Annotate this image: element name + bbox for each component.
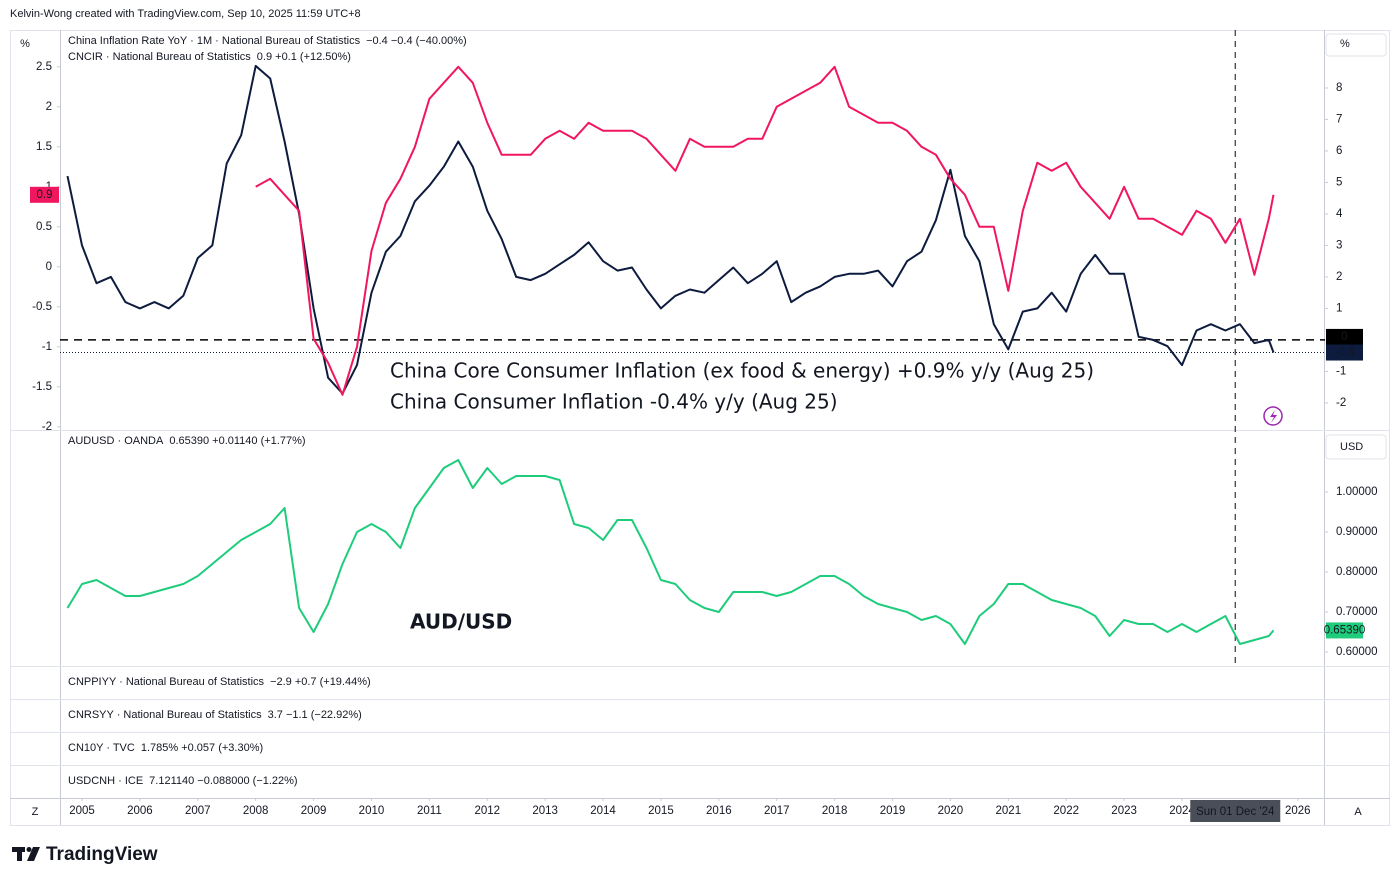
alert-icon[interactable] [1263, 406, 1283, 426]
x-tick-label: 2018 [822, 805, 848, 817]
price-badge-label: 0.65390 [1324, 624, 1366, 636]
x-tick-label: 2020 [938, 805, 964, 817]
y-tick-label: -2 [42, 421, 52, 433]
y-tick-label: 0.70000 [1336, 606, 1378, 618]
alert-icon-bolt [1270, 410, 1277, 423]
x-tick-label: 2024 [1169, 805, 1195, 817]
y-tick-label: -1 [1336, 365, 1346, 377]
logo-text: TradingView [46, 844, 158, 865]
price-badge-label: 0 [1341, 331, 1347, 343]
credit: Kelvin-Wong created with TradingView.com… [10, 8, 361, 20]
y-tick-label: 2 [46, 101, 52, 113]
legend-stats: −0.4 −0.4 (−40.00%) [366, 35, 467, 47]
axis-unit: % [20, 38, 30, 50]
price-badge [1326, 328, 1363, 345]
x-tick-label: 2010 [359, 805, 385, 817]
y-tick-label: 0 [46, 261, 52, 273]
y-tick-label: 0.90000 [1336, 526, 1378, 538]
x-tick-label: 2007 [185, 805, 211, 817]
series-line [255, 65, 1275, 396]
zoom-button[interactable]: Z [32, 806, 39, 818]
series-line [66, 64, 1275, 395]
y-tick-label: 0.80000 [1336, 566, 1378, 578]
frame [10, 30, 1390, 826]
price-badge [30, 186, 59, 203]
series-line [66, 459, 1275, 645]
x-tick-label: 2021 [996, 805, 1022, 817]
indicator-stats: 3.7 −1.1 (−22.92%) [268, 709, 362, 721]
legend-name: AUDUSD · OANDA [68, 435, 164, 447]
price-badge-label: -0.4 [1335, 347, 1355, 359]
y-tick-label: -1 [42, 341, 52, 353]
logo-icon [12, 847, 40, 861]
x-tick-label: 2013 [532, 805, 558, 817]
indicator-stats: 7.121140 −0.088000 (−1.22%) [149, 775, 297, 787]
price-badge [1326, 622, 1363, 639]
indicator-stats: −2.9 +0.7 (+19.44%) [270, 676, 371, 688]
indicator-name: CNPPIYY · National Bureau of Statistics [68, 676, 265, 688]
x-tick-label: 2012 [474, 805, 500, 817]
x-tick-label: 2016 [706, 805, 732, 817]
y-tick-label: 3 [1336, 239, 1342, 251]
y-tick-label: -0.5 [32, 301, 52, 313]
y-tick-label: 5 [1336, 176, 1342, 188]
logo-part [17, 847, 22, 861]
annotation: China Core Consumer Inflation (ex food &… [390, 359, 1094, 383]
crosshair-time-badge [1190, 800, 1281, 822]
crosshair-time-label: Sun 01 Dec '24 [1196, 806, 1275, 818]
auto-button[interactable]: A [1354, 806, 1362, 818]
y-tick-label: -2 [1336, 397, 1346, 409]
y-tick-label: 1.5 [36, 141, 52, 153]
y-tick-label: 0.5 [36, 221, 52, 233]
y-tick-label: 6 [1336, 145, 1342, 157]
x-tick-label: 2014 [590, 805, 616, 817]
legend-stats: 0.65390 +0.01140 (+1.77%) [169, 435, 305, 447]
x-tick-label: 2017 [764, 805, 790, 817]
y-tick-label: 1 [1336, 302, 1342, 314]
indicator-name: USDCNH · ICE [68, 775, 143, 787]
legend-stats: 0.9 +0.1 (+12.50%) [257, 51, 351, 63]
legend-name: China Inflation Rate YoY · 1M · National… [68, 35, 361, 47]
y-tick-label: 4 [1336, 208, 1343, 220]
x-tick-label: 2005 [69, 805, 95, 817]
axis-unit: USD [1340, 441, 1363, 453]
unit-button[interactable] [1325, 33, 1387, 57]
indicator-name: CN10Y · TVC [68, 742, 135, 754]
unit-button[interactable] [1325, 434, 1387, 460]
y-tick-label: 1.00000 [1336, 486, 1378, 498]
y-tick-label: 2.5 [36, 61, 52, 73]
x-tick-label: 2008 [243, 805, 269, 817]
x-tick-label: 2015 [648, 805, 674, 817]
annotation: AUD/USD [410, 610, 512, 634]
indicator-name: CNRSYY · National Bureau of Statistics [68, 709, 262, 721]
x-tick-label: 2011 [417, 805, 442, 817]
y-tick-label: 8 [1336, 82, 1342, 94]
x-tick-label: 2026 [1285, 805, 1311, 817]
logo-part [26, 847, 32, 852]
y-tick-label: -1.5 [32, 381, 52, 393]
x-tick-label: 2019 [880, 805, 906, 817]
y-tick-label: 7 [1336, 113, 1342, 125]
price-badge-label: 0.9 [37, 189, 53, 201]
y-tick-label: 0.60000 [1336, 646, 1378, 658]
indicator-stats: 1.785% +0.057 (+3.30%) [141, 742, 263, 754]
x-tick-label: 2006 [127, 805, 153, 817]
legend-name: CNCIR · National Bureau of Statistics [68, 51, 251, 63]
price-badge [1326, 344, 1363, 361]
x-tick-label: 2023 [1111, 805, 1137, 817]
annotation: China Consumer Inflation -0.4% y/y (Aug … [390, 390, 838, 414]
logo-part [27, 847, 40, 861]
y-tick-label: 2 [1336, 271, 1342, 283]
x-tick-label: 2009 [301, 805, 327, 817]
axis-unit: % [1340, 38, 1350, 50]
x-tick-label: 2022 [1053, 805, 1079, 817]
